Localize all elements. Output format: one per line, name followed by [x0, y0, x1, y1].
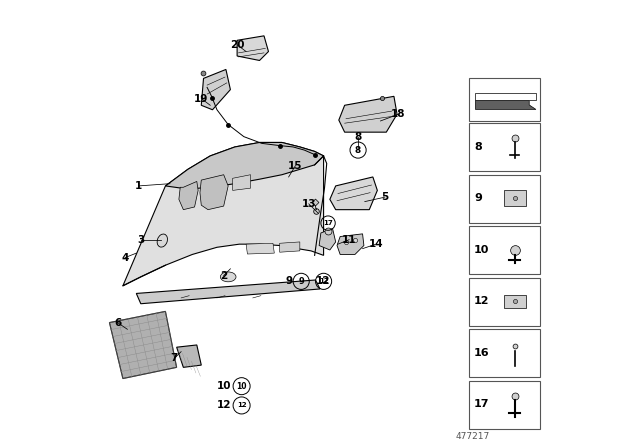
- Polygon shape: [339, 96, 397, 132]
- Bar: [468, 123, 540, 171]
- Text: 19: 19: [194, 94, 209, 103]
- Polygon shape: [319, 228, 336, 250]
- Text: 8: 8: [474, 142, 482, 152]
- Polygon shape: [246, 243, 275, 254]
- Polygon shape: [109, 311, 177, 379]
- Text: 12: 12: [474, 297, 490, 306]
- Text: 9: 9: [286, 276, 293, 286]
- Polygon shape: [136, 280, 320, 304]
- Text: 17: 17: [323, 220, 333, 226]
- Polygon shape: [165, 142, 324, 189]
- Ellipse shape: [157, 234, 168, 247]
- Ellipse shape: [220, 272, 236, 282]
- Text: 16: 16: [474, 348, 490, 358]
- Polygon shape: [337, 234, 364, 254]
- Text: 12: 12: [217, 401, 231, 410]
- Polygon shape: [233, 175, 251, 190]
- Text: 12: 12: [316, 276, 330, 286]
- Text: 13: 13: [301, 199, 316, 209]
- Polygon shape: [280, 242, 300, 252]
- Polygon shape: [202, 69, 230, 110]
- Text: 2: 2: [220, 271, 227, 280]
- Text: 10: 10: [474, 245, 490, 255]
- Bar: [468, 175, 540, 223]
- Bar: [468, 278, 540, 326]
- Text: 3: 3: [137, 235, 145, 245]
- Text: 15: 15: [288, 161, 303, 171]
- Text: 1: 1: [135, 181, 142, 191]
- Text: 14: 14: [369, 239, 383, 249]
- Text: 11: 11: [342, 235, 356, 245]
- Text: 9: 9: [298, 277, 304, 286]
- Text: 12: 12: [319, 278, 328, 284]
- Polygon shape: [179, 181, 198, 210]
- Text: 9: 9: [474, 194, 482, 203]
- Text: 12: 12: [237, 402, 246, 409]
- Text: 8: 8: [355, 146, 361, 155]
- Text: 10: 10: [217, 381, 231, 391]
- Polygon shape: [237, 36, 269, 60]
- Text: 20: 20: [230, 40, 244, 50]
- Polygon shape: [330, 177, 378, 210]
- Text: 7: 7: [171, 353, 178, 363]
- Polygon shape: [177, 345, 202, 367]
- Text: 17: 17: [474, 400, 490, 409]
- Bar: [468, 78, 540, 121]
- Polygon shape: [200, 175, 228, 210]
- Text: 10: 10: [236, 382, 247, 391]
- Bar: [504, 295, 526, 308]
- Text: 18: 18: [391, 109, 406, 119]
- Bar: [504, 190, 526, 207]
- Bar: [468, 329, 540, 377]
- Polygon shape: [123, 142, 324, 286]
- Bar: [468, 381, 540, 429]
- Text: 8: 8: [355, 132, 362, 142]
- Text: 6: 6: [114, 318, 121, 327]
- Polygon shape: [476, 100, 536, 109]
- Text: 4: 4: [122, 253, 129, 263]
- Text: 477217: 477217: [455, 432, 490, 441]
- Bar: [476, 93, 536, 100]
- Bar: [468, 226, 540, 274]
- Text: 5: 5: [381, 192, 388, 202]
